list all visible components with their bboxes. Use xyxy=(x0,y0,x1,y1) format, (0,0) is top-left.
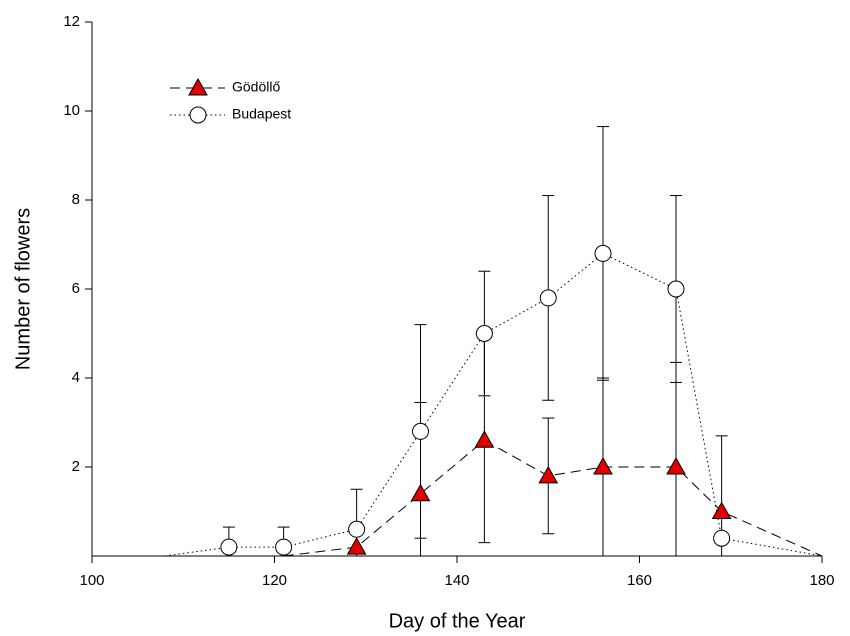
y-tick-label: 12 xyxy=(63,13,80,30)
x-tick-label: 100 xyxy=(79,572,104,589)
data-point xyxy=(474,430,495,448)
data-point xyxy=(713,529,731,547)
data-point xyxy=(538,465,559,484)
data-point xyxy=(666,456,686,475)
data-point xyxy=(348,520,366,538)
legend-label: Budapest xyxy=(232,106,291,122)
data-point xyxy=(275,538,293,556)
legend-marker xyxy=(189,106,207,124)
x-tick-label: 140 xyxy=(444,572,469,589)
legend-marker xyxy=(188,77,208,96)
x-tick-label: 160 xyxy=(627,572,652,589)
data-point xyxy=(475,325,493,342)
y-axis-title: Number of flowers xyxy=(12,208,34,370)
data-point xyxy=(711,501,732,519)
data-point xyxy=(346,537,367,555)
y-tick-label: 4 xyxy=(72,369,80,386)
legend-label: Gödöllő xyxy=(232,79,280,95)
y-tick-label: 2 xyxy=(72,458,80,475)
series-line xyxy=(283,439,823,557)
x-tick-label: 120 xyxy=(262,572,287,589)
data-point xyxy=(667,280,685,298)
y-tick-label: 10 xyxy=(63,102,80,119)
data-point xyxy=(220,538,238,556)
x-axis-title: Day of the Year xyxy=(389,610,526,632)
x-tick-label: 180 xyxy=(809,572,834,589)
data-point xyxy=(593,456,613,475)
y-tick-label: 6 xyxy=(72,280,80,297)
data-point xyxy=(594,244,612,262)
y-tick-label: 8 xyxy=(72,191,80,208)
data-point xyxy=(412,422,429,440)
data-point xyxy=(410,483,431,502)
data-point xyxy=(539,289,557,307)
